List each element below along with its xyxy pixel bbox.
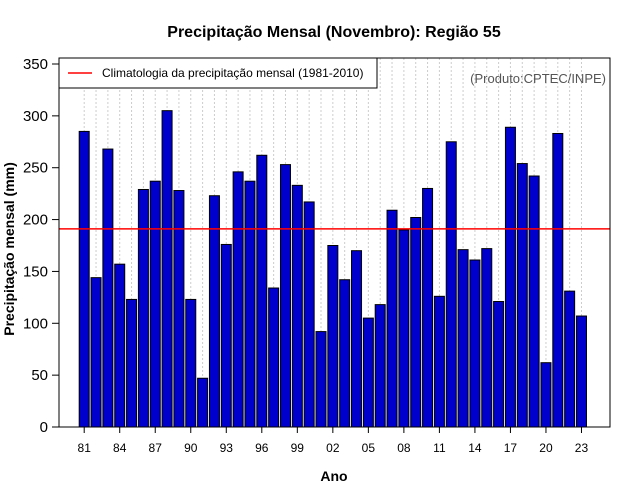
y-axis-label: Precipitação mensal (mm) — [1, 162, 17, 336]
x-tick-label: 05 — [362, 441, 376, 455]
x-tick-label: 93 — [220, 441, 234, 455]
bar-1986 — [137, 188, 149, 428]
bar-2004 — [351, 250, 363, 428]
bar-2012 — [445, 141, 457, 428]
y-tick-label: 350 — [23, 56, 48, 73]
y-axis: 0 50 100 150 200 250 300 350 — [23, 56, 59, 436]
bar-1989 — [173, 190, 185, 428]
x-tick-label: 96 — [255, 441, 269, 455]
bar-2010 — [422, 187, 434, 428]
bar-2016 — [493, 301, 505, 428]
bar-2002 — [327, 245, 339, 428]
bar-1990 — [185, 298, 197, 428]
bar-1991 — [197, 377, 209, 428]
bar-2014 — [469, 259, 481, 428]
bar-2021 — [552, 132, 564, 428]
bar-1988 — [161, 110, 173, 428]
bar-2009 — [410, 217, 422, 428]
legend: Climatologia da precipitação mensal (198… — [58, 57, 378, 89]
bar-2007 — [386, 209, 398, 428]
bar-2003 — [339, 279, 351, 428]
chart-title: Precipitação Mensal (Novembro): Região 5… — [167, 24, 501, 41]
x-tick-label: 11 — [433, 441, 446, 455]
bar-2008 — [398, 229, 410, 428]
bar-2005 — [362, 317, 374, 428]
x-tick-label: 87 — [149, 441, 163, 455]
x-tick-label: 23 — [575, 441, 589, 455]
bar-2011 — [433, 295, 445, 428]
x-tick-label: 90 — [184, 441, 198, 455]
y-tick-label: 250 — [23, 160, 48, 177]
y-tick-label: 200 — [23, 212, 48, 229]
bar-1987 — [149, 180, 161, 428]
x-axis: 81 84 87 90 93 96 99 02 05 08 11 14 17 20 23 — [78, 427, 589, 455]
bar-1993 — [220, 243, 232, 428]
x-axis-label: Ano — [320, 468, 347, 484]
bar-1992 — [208, 195, 220, 428]
bar-1984 — [114, 263, 126, 428]
bar-2022 — [564, 290, 576, 428]
bars — [78, 110, 587, 428]
product-annotation: (Produto:CPTEC/INPE) — [470, 71, 606, 86]
legend-box — [58, 57, 378, 89]
bar-1995 — [244, 180, 256, 428]
bar-1998 — [279, 164, 291, 428]
bar-2001 — [315, 331, 327, 428]
bar-2000 — [303, 201, 315, 428]
x-tick-label: 02 — [326, 441, 340, 455]
y-tick-label: 100 — [23, 315, 48, 332]
bar-2020 — [540, 362, 552, 428]
x-tick-label: 20 — [539, 441, 553, 455]
bar-1983 — [102, 148, 114, 428]
x-tick-label: 17 — [504, 441, 518, 455]
y-tick-label: 150 — [23, 263, 48, 280]
bar-2018 — [516, 163, 528, 428]
bar-2023 — [575, 315, 587, 428]
bar-2015 — [481, 248, 493, 428]
y-tick-label: 0 — [40, 419, 48, 436]
bar-1982 — [90, 277, 102, 428]
bar-1985 — [126, 298, 138, 428]
bar-2006 — [374, 304, 386, 428]
y-tick-label: 50 — [31, 367, 48, 384]
x-tick-label: 84 — [113, 441, 127, 455]
bar-2017 — [504, 126, 516, 428]
x-tick-label: 14 — [468, 441, 482, 455]
legend-label: Climatologia da precipitação mensal (198… — [102, 66, 363, 80]
x-tick-label: 81 — [78, 441, 92, 455]
y-tick-label: 300 — [23, 108, 48, 125]
bar-2019 — [528, 175, 540, 428]
bar-1994 — [232, 171, 244, 428]
bar-2013 — [457, 249, 469, 428]
x-tick-label: 08 — [397, 441, 411, 455]
bar-1996 — [256, 154, 268, 428]
bar-1999 — [291, 184, 303, 428]
bar-1997 — [268, 287, 280, 428]
x-tick-label: 99 — [291, 441, 305, 455]
bar-1981 — [78, 130, 90, 428]
